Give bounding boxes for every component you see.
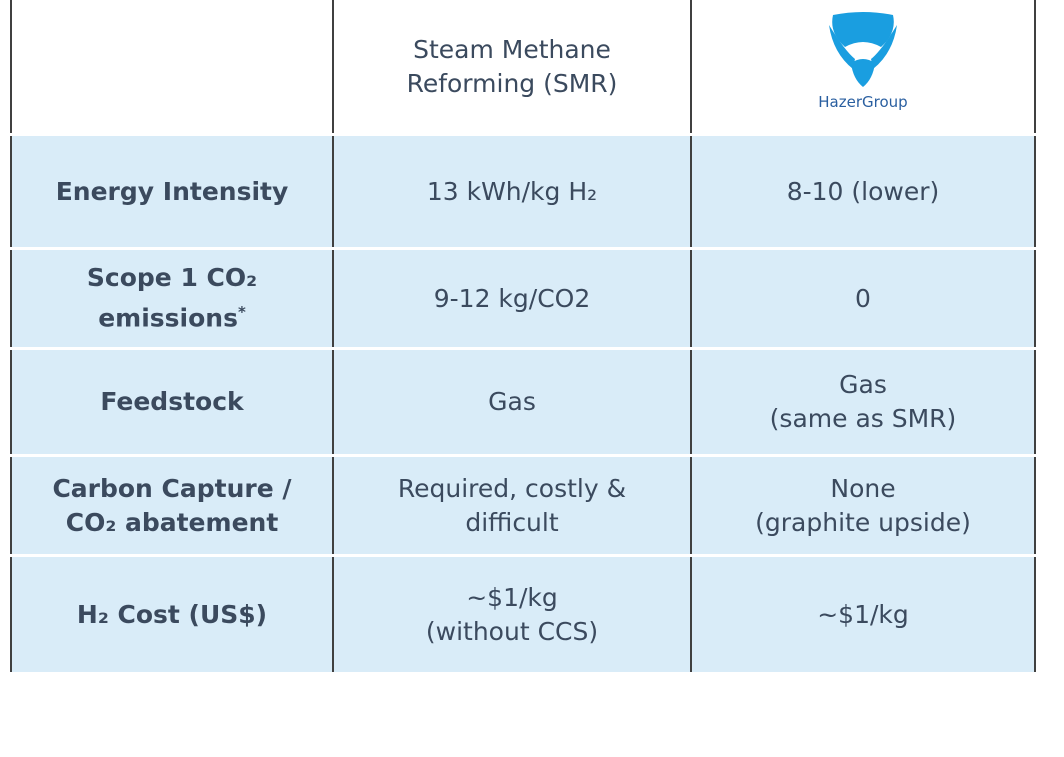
cell-line: 8-10 (lower)	[786, 176, 940, 206]
cell-line: None	[830, 473, 896, 503]
label-line: Feedstock	[100, 387, 244, 416]
cell-line: 0	[855, 283, 871, 313]
header-row: Steam Methane Reforming (SMR) HazerGroup	[10, 0, 1036, 136]
cell-line: (same as SMR)	[769, 404, 957, 433]
header-cell: HazerGroup	[690, 0, 1036, 136]
cell-line: (without CCS)	[425, 616, 599, 646]
table-cell: 0	[690, 247, 1036, 349]
table-cell: Required, costly & difficult	[332, 454, 692, 556]
table-cell: ~$1/kg (without CCS)	[332, 554, 692, 672]
table-cell: 8-10 (lower)	[690, 133, 1036, 249]
cell-line: (graphite upside)	[755, 507, 971, 537]
table-row: Energy Intensity 13 kWh/kg H₂ 8-10 (lower)	[10, 133, 1036, 249]
cell-line: 13 kWh/kg H₂	[426, 176, 598, 206]
cell-line: Required, costly &	[397, 473, 627, 503]
comparison-table: Steam Methane Reforming (SMR) HazerGroup En…	[10, 0, 1036, 672]
table-cell: Gas	[332, 347, 692, 456]
table-cell: 13 kWh/kg H₂	[332, 133, 692, 249]
row-label: H₂ Cost (US$)	[10, 554, 334, 672]
footnote-mark: *	[237, 303, 246, 322]
cell-line: ~$1/kg	[817, 599, 909, 629]
table-cell: Gas (same as SMR)	[690, 347, 1036, 456]
header-cell: Steam Methane Reforming (SMR)	[332, 0, 692, 136]
cell-line: ~$1/kg	[466, 582, 558, 612]
table-row: Carbon Capture / CO₂ abatement Required, c…	[10, 454, 1036, 556]
logo-mark	[829, 12, 897, 87]
table-row: Scope 1 CO₂ emissions* 9-12 kg/CO2 0	[10, 247, 1036, 349]
table-cell: None (graphite upside)	[690, 454, 1036, 556]
cell-line: 9-12 kg/CO2	[433, 283, 591, 313]
row-label: Carbon Capture / CO₂ abatement	[10, 454, 334, 556]
label-line: H₂ Cost (US$)	[76, 599, 268, 629]
cell-line: Steam Methane	[413, 34, 611, 64]
cell-line: difficult	[465, 507, 559, 537]
table-cell: 9-12 kg/CO2	[332, 247, 692, 349]
label-line: emissions*	[98, 303, 246, 333]
label-line: Scope 1 CO₂	[86, 263, 258, 293]
cell-line: Gas	[839, 370, 887, 399]
logo: HazerGroup	[818, 12, 908, 111]
label-line: Carbon Capture /	[52, 473, 292, 503]
corner-cell	[10, 0, 334, 136]
table-cell: ~$1/kg	[690, 554, 1036, 672]
row-label: Scope 1 CO₂ emissions*	[10, 247, 334, 349]
logo-text: HazerGroup	[818, 93, 907, 111]
table-row: Feedstock Gas Gas (same as SMR)	[10, 347, 1036, 456]
row-label: Energy Intensity	[10, 133, 334, 249]
cell-line: Reforming (SMR)	[406, 68, 618, 98]
cell-line: Gas	[488, 387, 536, 416]
table-row: H₂ Cost (US$) ~$1/kg (without CCS) ~$1/kg	[10, 554, 1036, 672]
label-line: CO₂ abatement	[65, 507, 279, 537]
label-line: Energy Intensity	[55, 176, 289, 206]
row-label: Feedstock	[10, 347, 334, 456]
